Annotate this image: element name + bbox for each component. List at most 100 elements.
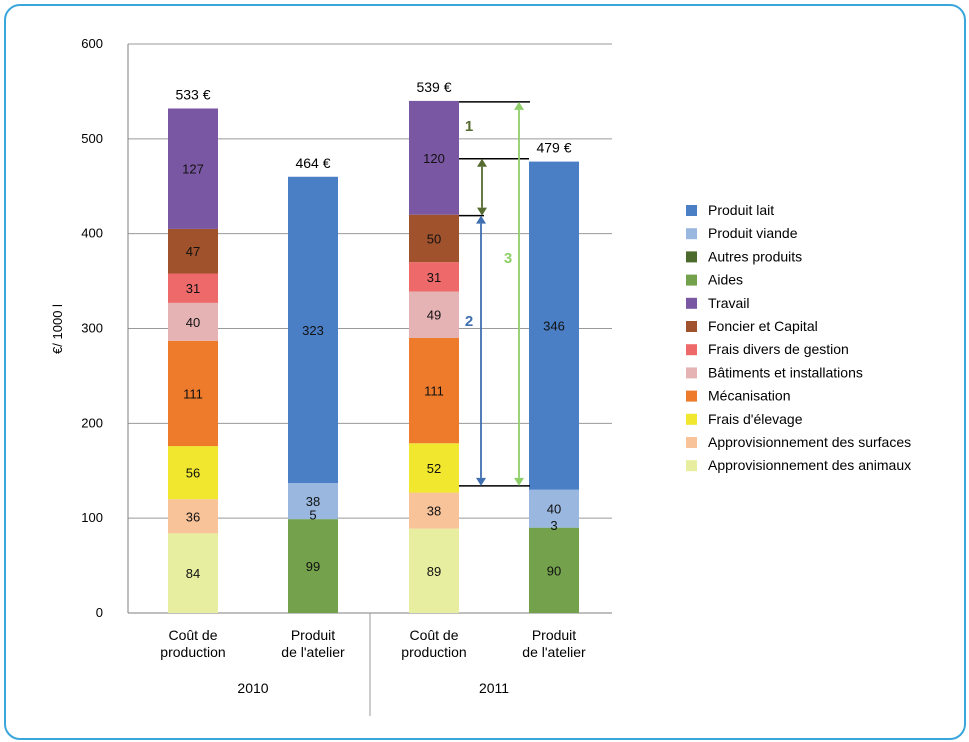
legend-swatch — [686, 390, 697, 402]
bar-segment — [529, 161, 579, 490]
legend-item: Approvisionnement des surfaces — [708, 434, 911, 450]
legend-swatch — [686, 274, 697, 286]
legend-item: Frais divers de gestion — [708, 341, 849, 357]
data-label: 5 — [309, 507, 316, 522]
annotation-label: 3 — [504, 250, 512, 267]
bar-segment — [288, 176, 338, 484]
data-label: 346 — [543, 319, 565, 334]
bar-total-label: 479 € — [536, 140, 571, 156]
bar-segment — [409, 528, 459, 613]
data-label: 84 — [186, 566, 200, 581]
y-tick-label: 300 — [81, 321, 103, 336]
bar-segment — [409, 100, 459, 215]
data-label: 323 — [302, 323, 324, 338]
x-group-label: 2010 — [237, 680, 268, 696]
bar-segment — [168, 302, 218, 341]
x-category-label: production — [401, 644, 466, 660]
data-label: 90 — [547, 563, 561, 578]
bar-segment — [409, 337, 459, 444]
legend-item: Foncier et Capital — [708, 318, 818, 334]
bar-segment — [168, 533, 218, 613]
legend-item: Produit lait — [708, 202, 774, 218]
annotation-label: 2 — [465, 313, 473, 330]
legend-item: Bâtiments et installations — [708, 364, 863, 380]
bar-segment — [168, 108, 218, 229]
legend-item: Frais d'élevage — [708, 411, 803, 427]
x-category-label: Coût de — [409, 627, 458, 643]
legend-swatch — [686, 413, 697, 425]
x-category-label: Produit — [291, 627, 335, 643]
bar-segment — [529, 527, 579, 613]
bar-segment — [168, 228, 218, 274]
bar-total-label: 464 € — [295, 155, 330, 171]
bar-segment — [529, 489, 579, 528]
bar-segment — [409, 492, 459, 529]
x-category-label: Coût de — [168, 627, 217, 643]
y-tick-label: 600 — [81, 36, 103, 51]
data-label: 120 — [423, 151, 445, 166]
legend-item: Travail — [708, 295, 750, 311]
y-tick-label: 0 — [96, 605, 103, 620]
bar-segment — [409, 214, 459, 263]
bar-segment — [409, 291, 459, 338]
legend-item: Approvisionnement des animaux — [708, 457, 911, 473]
annotation-label: 1 — [465, 118, 473, 135]
data-label: 111 — [183, 386, 203, 401]
legend-swatch — [686, 251, 697, 263]
x-category-label: de l'atelier — [281, 644, 345, 660]
legend-item: Produit viande — [708, 225, 798, 241]
bar-segment — [288, 483, 338, 520]
data-label: 49 — [427, 308, 441, 323]
x-group-label: 2011 — [479, 680, 509, 696]
data-label: 3 — [550, 518, 557, 533]
bar-segment — [168, 446, 218, 500]
legend-swatch — [686, 321, 697, 332]
y-tick-label: 100 — [81, 510, 103, 525]
y-tick-label: 400 — [81, 226, 103, 241]
legend-swatch — [686, 460, 697, 472]
annotation-arrowhead — [514, 477, 524, 486]
data-label: 127 — [182, 162, 204, 177]
data-label: 31 — [186, 281, 200, 296]
data-label: 38 — [306, 494, 320, 509]
y-tick-label: 200 — [81, 415, 103, 430]
data-label: 50 — [427, 231, 441, 246]
data-label: 47 — [186, 244, 200, 259]
bar-segment — [168, 499, 218, 534]
legend-swatch — [686, 344, 697, 356]
legend-swatch — [686, 367, 697, 379]
data-label: 40 — [186, 315, 200, 330]
data-label: 40 — [547, 502, 561, 517]
x-category-label: Produit — [532, 627, 576, 643]
legend-swatch — [686, 437, 697, 448]
bar-segment — [168, 273, 218, 303]
data-label: 111 — [424, 384, 444, 399]
data-label: 38 — [427, 504, 441, 519]
data-label: 89 — [427, 564, 441, 579]
annotation-arrowhead — [476, 477, 486, 486]
legend-swatch — [686, 297, 697, 309]
chart-frame — [4, 4, 966, 740]
data-label: 36 — [186, 509, 200, 524]
data-label: 56 — [186, 466, 200, 481]
data-label: 52 — [427, 461, 441, 476]
annotation-arrowhead — [476, 215, 486, 224]
data-label: 99 — [306, 559, 320, 574]
x-category-label: production — [160, 644, 225, 660]
annotation-arrowhead — [514, 101, 524, 110]
bar-segment — [288, 519, 338, 613]
bar-total-label: 539 € — [416, 79, 451, 95]
legend-item: Aides — [708, 272, 743, 288]
legend-swatch — [686, 228, 697, 240]
legend-swatch — [686, 205, 697, 216]
annotation-arrowhead — [477, 158, 487, 167]
bar-segment — [409, 443, 459, 493]
legend-item: Autres produits — [708, 248, 802, 264]
annotation-arrowhead — [477, 207, 487, 216]
legend-item: Mécanisation — [708, 388, 791, 404]
y-axis-label: €/ 1000 l — [50, 304, 65, 354]
x-category-label: de l'atelier — [522, 644, 586, 660]
y-tick-label: 500 — [81, 131, 103, 146]
bar-segment — [409, 262, 459, 292]
